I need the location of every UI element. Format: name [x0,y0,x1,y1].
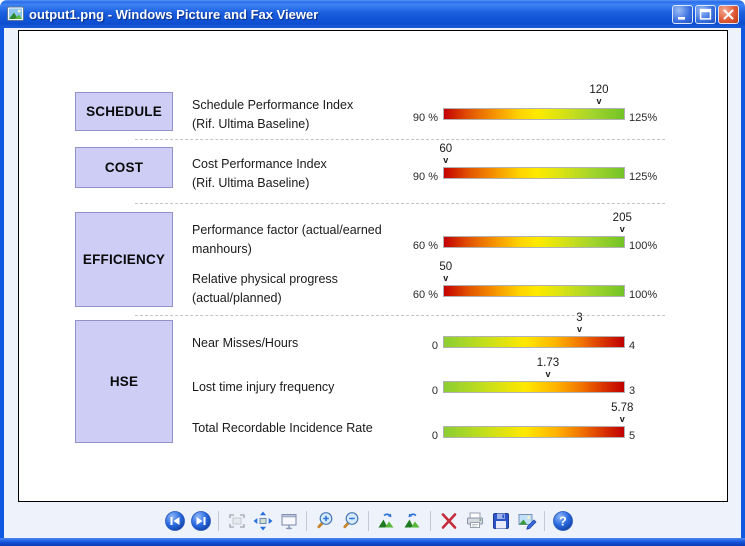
bar-max-label: 100% [629,289,658,301]
marker-arrow-icon: v [545,369,551,379]
next-image-button[interactable] [188,509,213,534]
bar-value: 60 [439,143,453,155]
svg-text:?: ? [559,515,567,529]
metric-name: Near Misses/Hours [192,336,299,350]
gradient-bar [443,236,625,248]
bar-max-label: 125% [629,171,658,183]
bar-min-label: 60 % [412,240,438,252]
viewer-toolbar: ? [0,504,741,538]
section-divider [135,315,665,316]
bar-value: 205 [612,212,632,224]
kpi-bar-group: 1.73 v 0 3 [432,357,635,397]
bar-marker: 205 v [613,212,632,234]
kpi-bar-group: 120 v 90 % 125% [413,84,657,124]
bar-marker: 3 v [576,312,582,334]
close-button[interactable] [718,5,739,24]
rotate-clockwise-button[interactable] [374,509,399,534]
bar-max-label: 5 [629,430,636,442]
edit-image-button[interactable] [514,509,539,534]
window-border-bottom [0,538,745,546]
kpi-bar-group: 60 v 90 % 125% [413,143,657,183]
section-box-schedule: SCHEDULE [75,92,173,131]
help-button[interactable]: ? [550,509,575,534]
section-divider [135,139,665,140]
picture-file-icon [7,6,24,22]
toolbar-separator [306,511,307,531]
bar-max-label: 4 [629,340,636,352]
gradient-bar [443,108,625,120]
gradient-bar [443,336,625,348]
metric-name: Performance factor (actual/earned manhou… [192,223,382,256]
zoom-in-button[interactable] [312,509,337,534]
bar-marker: 50 v [439,261,452,283]
section-box-efficiency: EFFICIENCY [75,212,173,307]
metric-name: Total Recordable Incidence Rate [192,421,373,435]
metric-name: Cost Performance Index (Rif. Ultima Base… [192,157,327,190]
bar-marker: 1.73 v [537,357,559,379]
kpi-bar-group: 205 v 60 % 100% [413,212,657,252]
start-slideshow-button[interactable] [276,509,301,534]
bar-min-label: 0 [431,385,438,397]
kpi-bar-group: 5.78 v 0 5 [432,402,635,442]
bar-marker: 120 v [589,84,608,106]
section-divider [135,203,665,204]
marker-arrow-icon: v [619,224,625,234]
section-box-cost: COST [75,147,173,188]
titlebar[interactable]: output1.png - Windows Picture and Fax Vi… [0,0,745,28]
metric-name: Schedule Performance Index (Rif. Ultima … [192,98,354,131]
marker-arrow-icon: v [619,414,625,424]
actual-size-button[interactable] [250,509,275,534]
marker-arrow-icon: v [443,273,449,283]
bar-value: 5.78 [611,402,634,414]
metric-name: Lost time injury frequency [192,380,335,394]
rotate-counterclockwise-button[interactable] [400,509,425,534]
bar-max-label: 100% [629,240,658,252]
bar-min-label: 90 % [412,112,438,124]
bar-value: 50 [439,261,453,273]
minimize-button[interactable] [672,5,693,24]
toolbar-separator [544,511,545,531]
gradient-bar [443,381,625,393]
bar-value: 1.73 [536,357,560,369]
save-button[interactable] [488,509,513,534]
bar-min-label: 60 % [412,289,438,301]
best-fit-button[interactable] [224,509,249,534]
window-border-left [0,28,4,538]
bar-max-label: 125% [629,112,658,124]
bar-max-label: 3 [629,385,636,397]
gradient-bar [443,167,625,179]
delete-button[interactable] [436,509,461,534]
marker-arrow-icon: v [443,155,449,165]
gradient-bar [443,426,625,438]
bar-marker: 5.78 v [611,402,633,424]
toolbar-separator [430,511,431,531]
toolbar-separator [218,511,219,531]
bar-value: 120 [589,84,609,96]
toolbar-separator [368,511,369,531]
window-controls [672,5,739,24]
marker-arrow-icon: v [596,96,602,106]
window-title: output1.png - Windows Picture and Fax Vi… [29,6,319,22]
section-box-hse: HSE [75,320,173,443]
kpi-bar-group: 50 v 60 % 100% [413,261,657,301]
previous-image-button[interactable] [162,509,187,534]
gradient-bar [443,285,625,297]
bar-min-label: 90 % [412,171,438,183]
print-button[interactable] [462,509,487,534]
window-border-right [741,28,745,538]
marker-arrow-icon: v [576,324,582,334]
bar-marker: 60 v [439,143,452,165]
maximize-button[interactable] [695,5,716,24]
metric-name: Relative physical progress (actual/plann… [192,272,338,305]
kpi-bar-group: 3 v 0 4 [432,312,635,352]
bar-min-label: 0 [431,430,438,442]
bar-value: 3 [576,312,583,324]
bar-min-label: 0 [431,340,438,352]
zoom-out-button[interactable] [338,509,363,534]
